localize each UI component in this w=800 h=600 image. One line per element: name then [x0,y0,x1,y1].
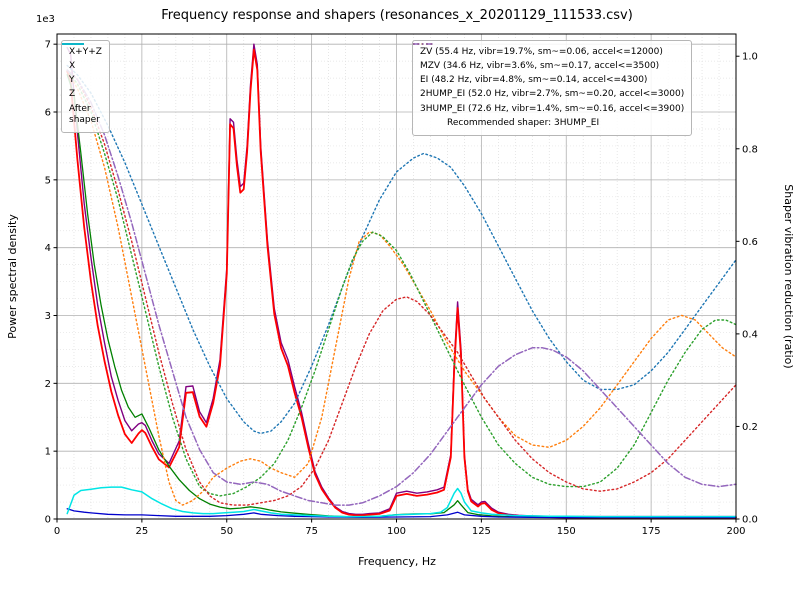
series-mzv [66,69,737,506]
series-2hump-ei [66,69,737,506]
y-right-tick-label: 0.8 [742,144,758,155]
legend-item-y: Y [62,43,102,88]
y-right-tick-label: 1.0 [742,52,758,63]
legend-label: 2HUMP_EI (52.0 Hz, vibr=2.7%, sm~=0.20, … [420,89,685,100]
legend-line-3hump-ei [413,43,435,45]
y-left-tick-label: 2 [45,379,51,390]
legend-label: MZV (34.6 Hz, vibr=3.6%, sm~=0.17, accel… [420,60,660,71]
legend-label: 3HUMP_EI (72.6 Hz, vibr=1.4%, sm~=0.16, … [420,103,685,114]
legend-item-z: Z [62,43,102,102]
series-x-y-z [66,43,737,518]
y-left-tick-label: 0 [45,515,51,526]
series-zv [66,64,737,435]
legend-label: Z [69,89,76,100]
legend-label: ZV (55.4 Hz, vibr=19.7%, sm~=0.06, accel… [420,46,663,57]
x-axis-label: Frequency, Hz [358,555,436,568]
legend-item-x-y-z: X+Y+Z [62,43,102,59]
legend-recommended-shaper-note: Recommended shaper: 3HUMP_EI [447,118,600,129]
y-right-tick-label: 0.2 [742,422,758,433]
series-after-shaper [66,486,737,518]
x-tick-label: 0 [54,526,60,537]
y-left-tick-label: 5 [45,175,51,186]
x-tick-label: 125 [472,526,491,537]
y-axis-left-label: Power spectral density [6,214,19,339]
x-tick-label: 200 [726,526,745,537]
y-right-tick-label: 0.4 [742,329,758,340]
x-tick-label: 100 [387,526,406,537]
legend-label: X [69,60,76,71]
legend-item-after-shaper: After shaper [62,43,102,128]
series-z [66,508,737,519]
y-left-tick-label: 1 [45,447,51,458]
series-x [66,48,737,519]
legend-item-ei: EI (48.2 Hz, vibr=4.8%, sm~=0.14, accel<… [413,43,684,88]
legend-item-mzv: MZV (34.6 Hz, vibr=3.6%, sm~=0.17, accel… [413,43,684,73]
series-3hump-ei [66,69,737,506]
legend-label: Y [69,75,75,85]
y-right-tick-label: 0.0 [742,515,758,526]
y-left-tick-label: 4 [45,243,51,254]
chart-title: Frequency response and shapers (resonanc… [161,8,633,23]
legend-item-3hump-ei: 3HUMP_EI (72.6 Hz, vibr=1.4%, sm~=0.16, … [413,43,685,116]
legend-item-zv: ZV (55.4 Hz, vibr=19.7%, sm~=0.06, accel… [413,43,684,59]
x-tick-label: 75 [305,526,318,537]
legend-shapers: ZV (55.4 Hz, vibr=19.7%, sm~=0.06, accel… [412,40,693,136]
y-left-tick-label: 6 [45,108,51,119]
y-left-tick-label: 7 [45,40,51,51]
x-tick-label: 25 [136,526,149,537]
y-axis-offset-label: 1e3 [36,14,55,25]
x-tick-label: 175 [642,526,661,537]
legend-psd: X+Y+Z X Y Z After shaper [61,40,110,133]
legend-label: EI (48.2 Hz, vibr=4.8%, sm~=0.14, accel<… [420,75,648,85]
y-left-tick-label: 3 [45,311,51,322]
legend-label: X+Y+Z [69,46,102,57]
legend-line-after-shaper [62,43,84,45]
series-ei [66,69,737,497]
legend-item-2hump-ei: 2HUMP_EI (52.0 Hz, vibr=2.7%, sm~=0.20, … [413,43,685,102]
series-y [66,74,737,519]
x-tick-label: 50 [220,526,233,537]
x-tick-label: 150 [557,526,576,537]
legend-item-x: X [62,43,102,73]
y-axis-right-label: Shaper vibration reduction (ratio) [782,184,795,369]
y-right-tick-label: 0.6 [742,237,758,248]
legend-label: After shaper [69,103,100,125]
